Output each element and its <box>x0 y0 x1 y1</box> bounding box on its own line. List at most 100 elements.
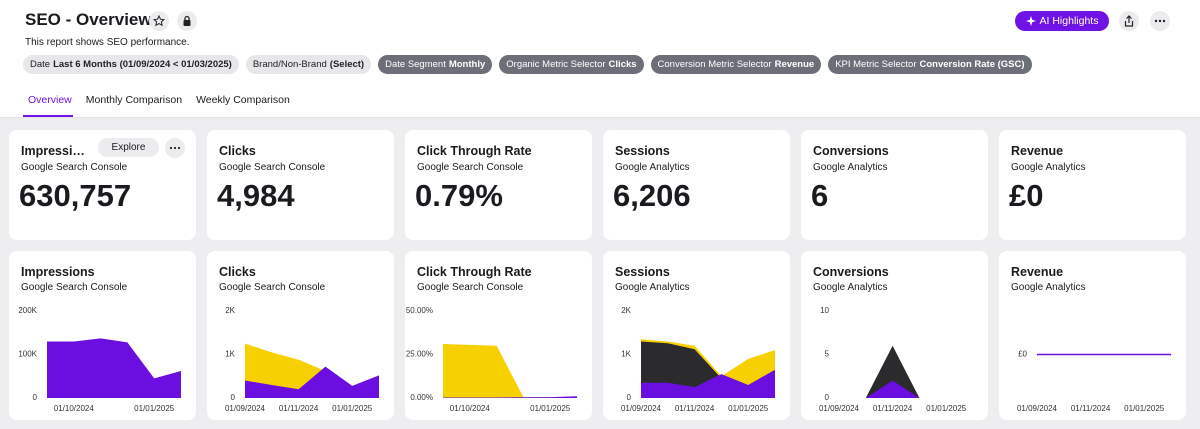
y-tick-label: 200K <box>18 306 37 315</box>
y-tick-label: £0 <box>1018 350 1027 359</box>
x-tick-label: 01/09/2024 <box>225 404 266 413</box>
x-tick-label: 01/09/2024 <box>819 404 860 413</box>
chart-card: Revenue Google Analytics £0 01/09/2024 01/11… <box>999 251 1186 420</box>
x-tick-label: 01/11/2024 <box>675 404 715 413</box>
kpi-value: 4,984 <box>217 178 295 213</box>
filter-value: Monthly <box>448 59 486 70</box>
kpi-title: Impressions <box>21 144 89 158</box>
active-tab-underline <box>23 115 73 117</box>
filter-chip[interactable]: Conversion Metric Selector Revenue <box>650 55 822 74</box>
filter-label: Conversion Metric Selector <box>657 59 772 70</box>
x-tick-label: 01/01/2025 <box>530 404 571 413</box>
chart: 0 5 10 01/09/2024 01/11/2024 01/01/2025 <box>819 306 973 413</box>
y-tick-label: 1K <box>225 350 235 359</box>
area <box>245 366 379 398</box>
chart-subtitle: Google Analytics <box>1011 282 1086 293</box>
filter-value: Last 6 Months (01/09/2024 < 01/03/2025) <box>53 59 232 70</box>
lock-button[interactable] <box>177 11 197 31</box>
kpi-more-button[interactable] <box>165 138 185 158</box>
chart: 0 100K 200K 01/10/2024 01/01/2025 <box>18 306 181 413</box>
more-icon <box>169 146 181 150</box>
share-button[interactable] <box>1119 11 1139 31</box>
tab[interactable]: Monthly Comparison <box>85 94 183 106</box>
filter-chip[interactable]: Brand/Non-Brand (Select) <box>245 55 372 74</box>
filter-chip[interactable]: Date Last 6 Months (01/09/2024 < 01/03/20… <box>23 55 239 74</box>
filter-label: Date <box>30 59 51 70</box>
chart-subtitle: Google Analytics <box>615 282 690 293</box>
kpi-card: Impressions Google Search Console 630,757 E… <box>9 130 196 240</box>
filter-label: KPI Metric Selector <box>835 59 917 70</box>
kpi-title: Conversions <box>813 144 889 158</box>
filter-value: Clicks <box>608 59 637 70</box>
explore-button[interactable]: Explore <box>98 138 159 157</box>
y-tick-label: 100K <box>18 350 37 359</box>
kpi-source: Google Analytics <box>615 162 690 173</box>
kpi-card: Clicks Google Search Console 4,984 <box>207 130 394 240</box>
filter-label: Brand/Non-Brand <box>252 59 327 70</box>
filter-chip[interactable]: Date Segment Monthly <box>378 55 493 74</box>
x-tick-label: 01/01/2025 <box>926 404 967 413</box>
area <box>47 338 181 398</box>
kpi-title: Revenue <box>1011 144 1064 158</box>
kpi-source: Google Analytics <box>813 162 888 173</box>
more-button[interactable] <box>1150 11 1170 31</box>
kpi-value: 6,206 <box>613 178 691 213</box>
ai-highlights-label: AI Highlights <box>1039 15 1099 27</box>
chart: £0 01/09/2024 01/11/2024 01/01/2025 <box>1017 350 1171 413</box>
x-tick-label: 01/10/2024 <box>450 404 491 413</box>
report-title: SEO - Overview <box>25 10 152 29</box>
tab[interactable]: Overview <box>28 94 72 106</box>
y-tick-label: 10 <box>820 306 829 315</box>
x-tick-label: 01/01/2025 <box>728 404 769 413</box>
filter-value: (Select) <box>329 59 365 70</box>
y-tick-label: 0 <box>627 393 632 402</box>
y-tick-label: 25.00% <box>406 350 433 359</box>
y-tick-label: 2K <box>225 306 235 315</box>
kpi-card: Click Through Rate Google Search Console 0… <box>405 130 592 240</box>
kpi-source: Google Search Console <box>219 162 326 173</box>
x-tick-label: 01/11/2024 <box>279 404 319 413</box>
chart-card: Conversions Google Analytics 0 5 10 01/09/202… <box>801 251 988 420</box>
filter-chip[interactable]: Organic Metric Selector Clicks <box>499 55 644 74</box>
chart: 0 1K 2K 01/09/2024 01/11/2024 01/01/2025 <box>225 306 379 413</box>
x-tick-label: 01/11/2024 <box>873 404 913 413</box>
chart: 0 1K 2K 01/09/2024 01/11/2024 01/01/2025 <box>621 306 775 413</box>
chart: 0.00% 25.00% 50.00% 01/10/2024 01/01/2025 <box>406 306 577 413</box>
y-tick-label: 2K <box>621 306 631 315</box>
kpi-card: Conversions Google Analytics 6 <box>801 130 988 240</box>
y-tick-label: 0 <box>825 393 830 402</box>
filter-bar: Date Last 6 Months (01/09/2024 < 01/03/20… <box>23 55 1032 74</box>
x-tick-label: 01/01/2025 <box>332 404 373 413</box>
y-tick-label: 1K <box>621 350 631 359</box>
kpi-source: Google Search Console <box>417 162 524 173</box>
report-description: This report shows SEO performance. <box>25 37 190 48</box>
kpi-title: Clicks <box>219 144 256 158</box>
kpi-value: 6 <box>811 178 829 213</box>
chart-subtitle: Google Search Console <box>417 282 524 293</box>
x-tick-label: 01/09/2024 <box>621 404 662 413</box>
chart-card: Click Through Rate Google Search Console 0… <box>405 251 592 420</box>
kpi-source: Google Search Console <box>21 162 128 173</box>
chart-card: Sessions Google Analytics 0 1K 2K 01/09/2024 0… <box>603 251 790 420</box>
chart-subtitle: Google Search Console <box>219 282 326 293</box>
tab[interactable]: Weekly Comparison <box>196 94 290 106</box>
kpi-value: 630,757 <box>19 178 132 213</box>
tab-bar: Overview Monthly Comparison Weekly Compari… <box>28 94 290 106</box>
kpi-card: Revenue Google Analytics £0 <box>999 130 1186 240</box>
favorite-button[interactable] <box>149 11 169 31</box>
kpi-title: Click Through Rate <box>417 144 532 158</box>
ai-highlights-button[interactable]: AI Highlights <box>1015 11 1109 31</box>
y-tick-label: 5 <box>825 350 830 359</box>
area <box>641 341 775 398</box>
filter-label: Organic Metric Selector <box>506 59 606 70</box>
kpi-title: Sessions <box>615 144 670 158</box>
y-tick-label: 0 <box>33 393 38 402</box>
x-tick-label: 01/01/2025 <box>134 404 175 413</box>
chart-card: Clicks Google Search Console 0 1K 2K 01/09/20… <box>207 251 394 420</box>
filter-value: Revenue <box>774 59 815 70</box>
x-tick-label: 01/11/2024 <box>1071 404 1111 413</box>
filter-chip[interactable]: KPI Metric Selector Conversion Rate (GSC) <box>828 55 1032 74</box>
y-tick-label: 50.00% <box>406 306 433 315</box>
kpi-source: Google Analytics <box>1011 162 1086 173</box>
